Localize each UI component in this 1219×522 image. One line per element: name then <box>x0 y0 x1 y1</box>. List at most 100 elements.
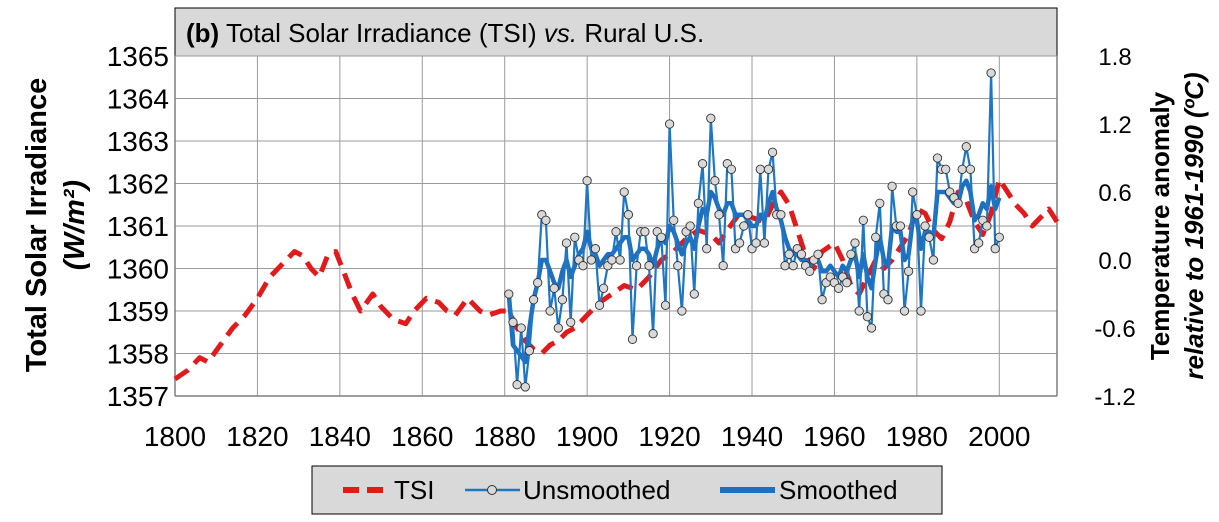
data-point-unsmoothed <box>623 210 634 220</box>
data-point-unsmoothed <box>693 198 704 208</box>
data-point-unsmoothed <box>669 215 679 225</box>
data-point-unsmoothed <box>743 210 753 220</box>
data-point-unsmoothed <box>528 295 539 305</box>
data-point-unsmoothed <box>582 176 592 186</box>
y-right-axis-title: Temperature anomaly <box>1145 91 1175 360</box>
data-point-unsmoothed <box>578 261 588 271</box>
data-point-unsmoothed <box>895 221 906 231</box>
y-left-axis-unit: (W/m²) <box>59 180 91 270</box>
data-point-unsmoothed <box>755 164 765 174</box>
data-point-unsmoothed <box>817 295 827 305</box>
data-point-unsmoothed <box>739 221 749 231</box>
data-point-unsmoothed <box>533 278 543 288</box>
data-point-unsmoothed <box>784 249 794 259</box>
data-point-unsmoothed <box>908 187 918 197</box>
data-point-unsmoothed <box>570 232 580 242</box>
y-left-tick-label: 1362 <box>107 169 169 200</box>
data-point-unsmoothed <box>689 289 699 299</box>
y-left-tick-label: 1357 <box>107 381 169 412</box>
x-tick-labels: 1800 1820 1840 1860 1880 1900 1920 1940 1960 1980… <box>144 421 1031 452</box>
data-point-unsmoothed <box>776 210 786 220</box>
data-point-unsmoothed <box>566 317 576 327</box>
data-point-unsmoothed <box>805 266 815 276</box>
y-left-tick-label: 1360 <box>107 254 169 285</box>
data-point-unsmoothed <box>545 306 555 316</box>
data-point-unsmoothed <box>660 300 671 310</box>
data-point-unsmoothed <box>557 295 568 305</box>
data-point-unsmoothed <box>982 221 992 231</box>
data-point-unsmoothed <box>858 215 868 225</box>
data-point-unsmoothed <box>656 232 666 242</box>
data-point-unsmoothed <box>842 278 852 288</box>
data-point-unsmoothed <box>673 261 683 271</box>
x-tick-label: 1840 <box>309 421 371 452</box>
legend-label-tsi: TSI <box>394 475 434 505</box>
data-point-unsmoothed <box>590 244 601 254</box>
data-point-unsmoothed <box>549 283 559 293</box>
y-right-tick-label: 0.0 <box>1098 248 1131 275</box>
data-point-unsmoothed <box>928 255 939 265</box>
y-right-axis-subtitle: relative to 1961-1990 (ºC) <box>1179 72 1209 379</box>
data-point-unsmoothed <box>611 227 621 237</box>
data-point-unsmoothed <box>759 238 770 248</box>
data-point-unsmoothed <box>965 164 976 174</box>
data-point-unsmoothed <box>615 255 625 265</box>
data-point-unsmoothed <box>846 249 856 259</box>
data-point-unsmoothed <box>924 232 934 242</box>
data-point-unsmoothed <box>866 323 877 333</box>
data-point-unsmoothed <box>561 238 572 248</box>
data-point-unsmoothed <box>619 187 629 197</box>
data-point-unsmoothed <box>714 210 724 220</box>
data-point-unsmoothed <box>685 221 695 231</box>
data-point-unsmoothed <box>932 153 943 163</box>
data-point-unsmoothed <box>961 142 971 152</box>
y-right-tick-label: -0.6 <box>1094 316 1135 343</box>
chart-title: (b) Total Solar Irradiance (TSI) vs. Rur… <box>186 18 704 48</box>
data-point-unsmoothed <box>520 382 530 392</box>
data-point-unsmoothed <box>553 323 563 333</box>
series-line-tsi <box>173 176 1060 382</box>
data-point-unsmoothed <box>899 306 910 316</box>
data-point-unsmoothed <box>871 232 881 242</box>
y-left-tick-label: 1364 <box>107 84 169 115</box>
data-point-unsmoothed <box>974 238 984 248</box>
x-tick-label: 1800 <box>144 421 206 452</box>
data-point-unsmoothed <box>912 210 922 220</box>
data-point-unsmoothed <box>883 295 893 305</box>
y-right-tick-label: 1.8 <box>1098 44 1131 71</box>
data-point-unsmoothed <box>780 261 790 271</box>
data-point-unsmoothed <box>516 323 526 333</box>
data-point-unsmoothed <box>763 164 774 174</box>
data-point-unsmoothed <box>697 159 708 169</box>
data-point-unsmoothed <box>875 198 885 208</box>
y-right-tick-label: 0.6 <box>1098 180 1131 207</box>
data-point-unsmoothed <box>640 227 650 237</box>
data-point-unsmoothed <box>718 261 728 271</box>
data-point-unsmoothed <box>631 261 642 271</box>
y-right-tick-labels: -1.2 -0.6 0.0 0.6 1.2 1.8 <box>1094 44 1135 411</box>
data-point-unsmoothed <box>903 266 914 276</box>
x-tick-label: 1820 <box>226 421 288 452</box>
data-point-unsmoothed <box>644 261 654 271</box>
x-tick-label: 1960 <box>803 421 865 452</box>
legend-box <box>311 465 943 515</box>
series-line-smoothed <box>506 178 1002 365</box>
data-point-unsmoothed <box>833 283 844 293</box>
data-point-unsmoothed <box>702 244 712 254</box>
plot-frame <box>174 56 1058 397</box>
series-layer <box>173 68 1060 392</box>
y-left-axis-title: Total Solar Irradiance <box>21 78 53 372</box>
y-left-tick-label: 1365 <box>107 41 169 72</box>
data-point-unsmoothed <box>664 119 675 129</box>
data-point-unsmoothed <box>788 261 798 271</box>
y-left-tick-label: 1359 <box>107 296 169 327</box>
data-point-unsmoothed <box>648 329 658 339</box>
legend-label-unsmoothed: Unsmoothed <box>523 475 670 505</box>
y-left-tick-label: 1358 <box>107 339 169 370</box>
x-tick-label: 1980 <box>886 421 948 452</box>
y-right-tick-label: -1.2 <box>1094 384 1135 411</box>
legend-label-smoothed: Smoothed <box>779 475 898 505</box>
data-point-unsmoothed <box>524 346 535 356</box>
data-point-unsmoothed <box>677 306 687 316</box>
